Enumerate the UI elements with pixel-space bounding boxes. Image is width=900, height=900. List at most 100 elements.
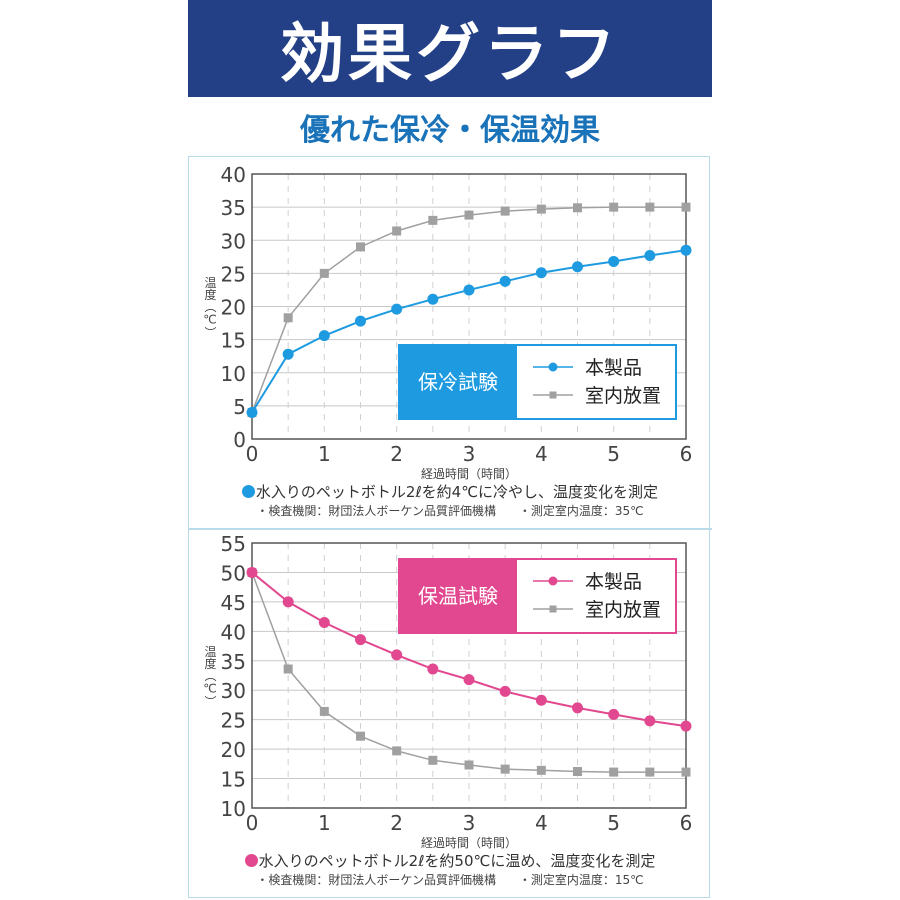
series-room [247,202,691,417]
data-point [319,706,329,716]
data-point [681,202,691,212]
x-tick-label: 0 [246,811,259,835]
data-point [319,268,329,278]
x-tick-label: 3 [463,811,476,835]
cold-note-text: 水入りのペットボトル2ℓを約4℃に冷やし、温度変化を測定 [255,483,659,501]
y-tick-label: 55 [221,532,246,556]
x-tick-label: 3 [463,442,476,466]
x-tick-label: 5 [607,811,620,835]
data-point [463,284,475,296]
data-point [499,275,511,287]
data-point [535,267,547,279]
data-point [428,215,438,225]
data-point [645,202,655,212]
data-point [609,767,619,777]
x-tick-label: 4 [535,811,548,835]
warm-sub-note-left: ・検査機関：財団法人ボーケン品質評価機構 [256,873,496,887]
data-point [608,255,620,267]
data-point [246,566,258,578]
y-axis-label: 温度（℃） [203,645,217,707]
legend-circle-marker-icon [548,576,558,586]
subtitle: 優れた保冷・保温効果 [300,113,600,148]
legend-entry-label: 本製品 [585,571,642,593]
warm-bullet-icon [244,854,258,867]
y-tick-label: 20 [221,296,246,320]
x-tick-label: 6 [680,811,693,835]
x-tick-label: 5 [607,442,620,466]
y-tick-label: 5 [233,395,246,419]
legend-circle-marker-icon [548,362,558,372]
data-point [463,674,475,686]
data-point [499,685,511,697]
legend-square-marker-icon [549,605,557,613]
y-tick-label: 10 [221,362,246,386]
panel-divider [188,528,712,530]
x-tick-label: 2 [390,811,403,835]
data-point [680,244,692,256]
data-point [500,206,510,216]
y-tick-label: 40 [221,163,246,187]
data-point [572,261,583,273]
data-point [572,702,583,714]
legend-title: 保冷試験 [418,370,498,394]
y-tick-label: 30 [221,679,246,703]
y-axis-label: 温度（℃） [203,276,217,338]
cold-sub-note-right: ・測定室内温度：35℃ [518,504,644,518]
data-point [282,348,294,360]
data-point [500,764,510,774]
x-tick-label: 4 [535,442,548,466]
warm-note-text: 水入りのペットボトル2ℓを約50℃に温め、温度変化を測定 [258,852,656,870]
data-point [608,708,620,720]
data-point [318,617,330,628]
data-point [645,767,655,777]
y-tick-label: 40 [221,620,246,644]
cold-bullet-icon [241,485,255,498]
data-point [427,663,439,675]
data-point [427,293,439,305]
data-point [355,315,366,327]
data-point [356,242,365,252]
y-tick-label: 45 [221,591,246,615]
x-axis-label: 経過時間（時間） [421,467,517,480]
data-point [609,202,619,212]
data-point [282,596,294,608]
data-point [536,204,546,214]
y-tick-label: 35 [221,650,246,674]
data-point [392,226,402,236]
data-point [573,203,582,213]
data-point [535,694,547,706]
y-tick-label: 15 [221,329,246,353]
data-point [283,313,293,323]
x-tick-label: 0 [246,442,259,466]
warm-test-note: 水入りのペットボトル2ℓを約50℃に温め、温度変化を測定 ・検査機関：財団法人ボ… [188,851,712,889]
data-point [680,720,692,732]
data-point [391,649,403,661]
series-product [246,566,692,732]
data-point [428,755,438,765]
x-tick-label: 6 [680,442,693,466]
y-tick-label: 30 [221,229,246,253]
data-point [681,767,691,777]
data-point [464,760,474,770]
y-tick-label: 50 [221,561,246,585]
y-tick-label: 15 [221,768,246,792]
legend-title-box [399,345,517,419]
data-point [355,634,366,646]
data-point [391,303,403,315]
legend-entry-label: 室内放置 [585,385,661,407]
series-product [246,244,692,418]
y-tick-label: 25 [221,262,246,286]
y-tick-label: 25 [221,709,246,733]
y-tick-label: 0 [233,428,246,452]
warm-sub-note-right: ・測定室内温度：15℃ [518,873,644,887]
cold-test-note: 水入りのペットボトル2ℓを約4℃に冷やし、温度変化を測定 ・検査機関：財団法人ボ… [188,482,712,520]
data-point [246,407,258,418]
banner-title: 効果グラフ [188,0,712,97]
data-point [318,330,330,342]
x-axis-label: 経過時間（時間） [421,836,517,850]
x-tick-label: 1 [318,811,331,835]
